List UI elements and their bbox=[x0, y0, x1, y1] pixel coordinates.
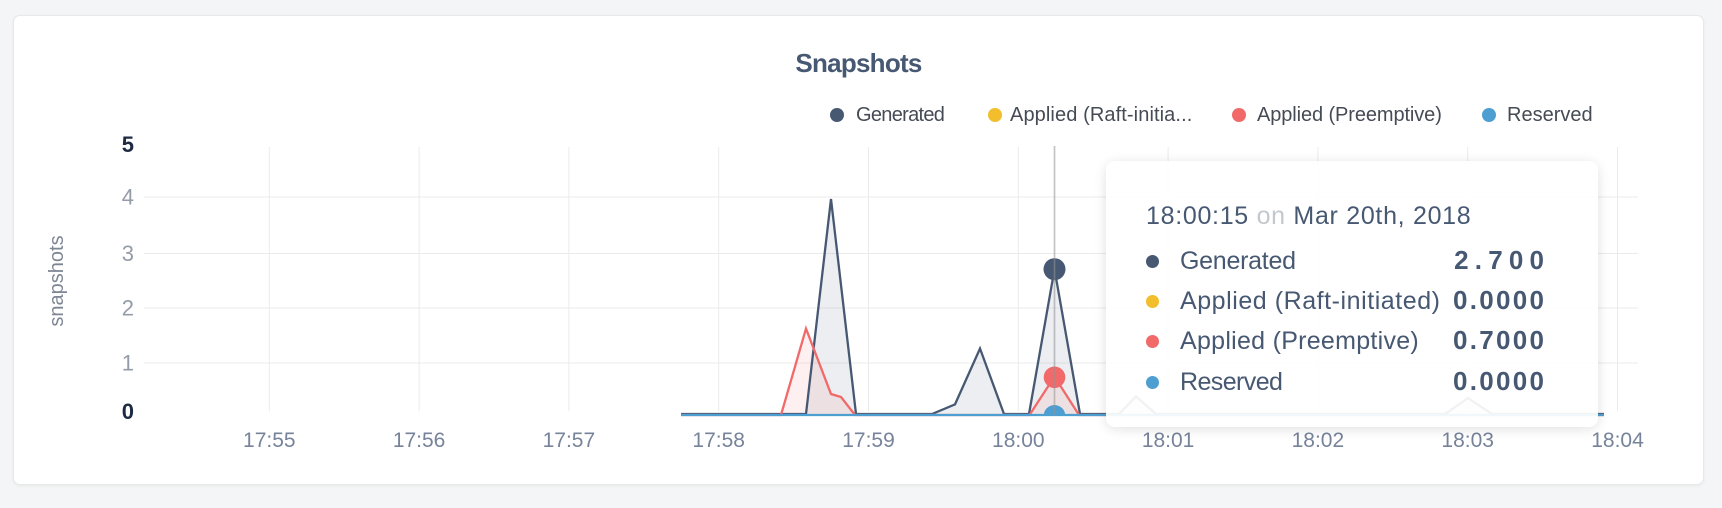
svg-text:1: 1 bbox=[122, 351, 134, 376]
svg-text:snapshots: snapshots bbox=[46, 235, 68, 326]
svg-text:17:59: 17:59 bbox=[842, 429, 895, 452]
svg-text:3: 3 bbox=[122, 241, 134, 266]
svg-text:18:00: 18:00 bbox=[992, 429, 1045, 452]
svg-text:0: 0 bbox=[122, 399, 134, 424]
svg-text:18:03: 18:03 bbox=[1441, 429, 1494, 452]
svg-text:17:56: 17:56 bbox=[393, 429, 446, 452]
svg-text:18:04: 18:04 bbox=[1591, 429, 1644, 452]
svg-text:17:58: 17:58 bbox=[692, 429, 745, 452]
svg-text:4: 4 bbox=[122, 185, 134, 210]
svg-text:2: 2 bbox=[122, 296, 134, 321]
svg-text:17:55: 17:55 bbox=[243, 429, 296, 452]
svg-text:18:02: 18:02 bbox=[1292, 429, 1345, 452]
svg-text:5: 5 bbox=[122, 132, 134, 157]
svg-text:17:57: 17:57 bbox=[543, 429, 596, 452]
svg-text:18:01: 18:01 bbox=[1142, 429, 1195, 452]
